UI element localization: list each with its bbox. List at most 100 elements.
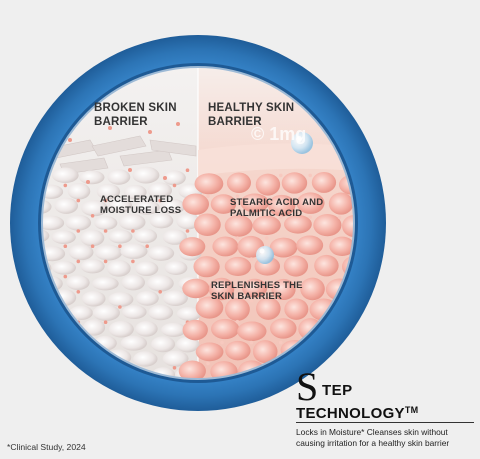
lipid-dot — [76, 229, 81, 233]
cell — [179, 237, 206, 257]
cell — [133, 351, 158, 367]
cell — [121, 274, 145, 291]
cell — [178, 360, 206, 379]
lipid-dot — [76, 259, 81, 264]
lipid-dot — [235, 194, 240, 199]
cell — [133, 228, 158, 244]
cell — [284, 214, 312, 234]
lipid-dot — [158, 198, 162, 203]
cell — [300, 277, 325, 301]
lipid-dot — [158, 290, 162, 294]
cell — [55, 381, 77, 395]
cell — [162, 170, 186, 186]
cell — [42, 215, 65, 231]
cell — [283, 255, 309, 277]
cell — [136, 290, 159, 306]
cell — [237, 321, 267, 342]
cell — [42, 367, 65, 379]
cell — [42, 199, 52, 214]
cell — [94, 216, 118, 230]
left-title-line1: BROKEN SKIN — [94, 102, 177, 114]
cell — [92, 276, 119, 291]
cell — [66, 275, 90, 291]
cell — [226, 172, 251, 194]
cell — [225, 340, 251, 361]
escaping-moisture-dot — [108, 126, 112, 130]
logo-big-s: S — [296, 364, 319, 409]
cell — [164, 260, 188, 275]
cell — [119, 214, 146, 231]
cell — [182, 193, 210, 215]
water-droplet-bottom — [256, 246, 274, 264]
cell — [151, 336, 176, 353]
cell — [69, 305, 93, 321]
cell — [242, 278, 268, 298]
cell — [106, 260, 131, 277]
cell — [341, 339, 354, 361]
lipid-dot — [323, 361, 328, 366]
lipid-dot — [235, 236, 240, 240]
lipid-dot — [103, 198, 108, 203]
left-callout-line1: ACCELERATED — [100, 194, 174, 205]
cell — [224, 215, 253, 237]
escaping-moisture-dot — [148, 130, 152, 134]
lipid-dot — [279, 215, 283, 219]
cell — [327, 361, 354, 379]
right-callout-a-line2: PALMITIC ACID — [230, 208, 303, 219]
lipid-dot — [206, 361, 210, 366]
cell — [182, 319, 208, 341]
cell — [14, 335, 37, 349]
cell — [83, 319, 106, 336]
cell — [96, 183, 121, 200]
cell — [252, 215, 281, 235]
lipid-dot — [308, 215, 313, 219]
cell — [195, 296, 224, 319]
lipid-dot — [206, 278, 210, 282]
cell — [314, 254, 339, 277]
cell — [296, 192, 325, 214]
right-callout-a-line1: STEARIC ACID AND — [230, 197, 324, 208]
lipid-dot — [63, 274, 68, 279]
lipid-dot — [49, 381, 53, 385]
cell — [52, 260, 76, 275]
logo-tep: TEP — [322, 382, 353, 399]
lipid-dot — [206, 194, 210, 199]
water-droplet-top — [291, 132, 313, 154]
lipid-dot — [383, 320, 387, 324]
lipid-dot — [265, 236, 269, 240]
cell — [67, 182, 91, 200]
cell — [107, 169, 131, 185]
lipid-dot — [337, 215, 342, 219]
logo-underline — [296, 422, 474, 423]
lipid-dot — [76, 198, 81, 203]
lipid-dot — [235, 319, 240, 324]
cell — [271, 278, 296, 301]
cell — [120, 243, 148, 259]
lipid-dot — [103, 229, 108, 233]
healthy-surface-layer — [198, 143, 354, 176]
cell — [356, 318, 384, 339]
cell — [212, 236, 239, 257]
trademark-mark: TM — [404, 405, 419, 415]
cell — [193, 256, 220, 278]
lipid-dot — [172, 183, 177, 188]
lipid-dot — [308, 173, 313, 178]
cell — [296, 235, 324, 256]
escaping-moisture-dot — [86, 180, 90, 184]
cell — [284, 298, 309, 320]
cell — [81, 200, 108, 217]
cell — [313, 213, 342, 237]
cell — [108, 198, 133, 213]
lipid-dot — [103, 259, 108, 264]
lipid-dot — [118, 244, 122, 248]
lipid-dot — [118, 305, 122, 309]
cell — [81, 290, 106, 307]
lipid-dot — [185, 168, 190, 172]
cell — [51, 167, 79, 183]
cell — [211, 318, 240, 340]
logo-technology: TECHNOLOGYTM — [296, 405, 418, 422]
escaping-moisture-dot — [128, 168, 132, 172]
lipid-dot — [367, 341, 371, 345]
lipid-dot — [145, 244, 149, 248]
